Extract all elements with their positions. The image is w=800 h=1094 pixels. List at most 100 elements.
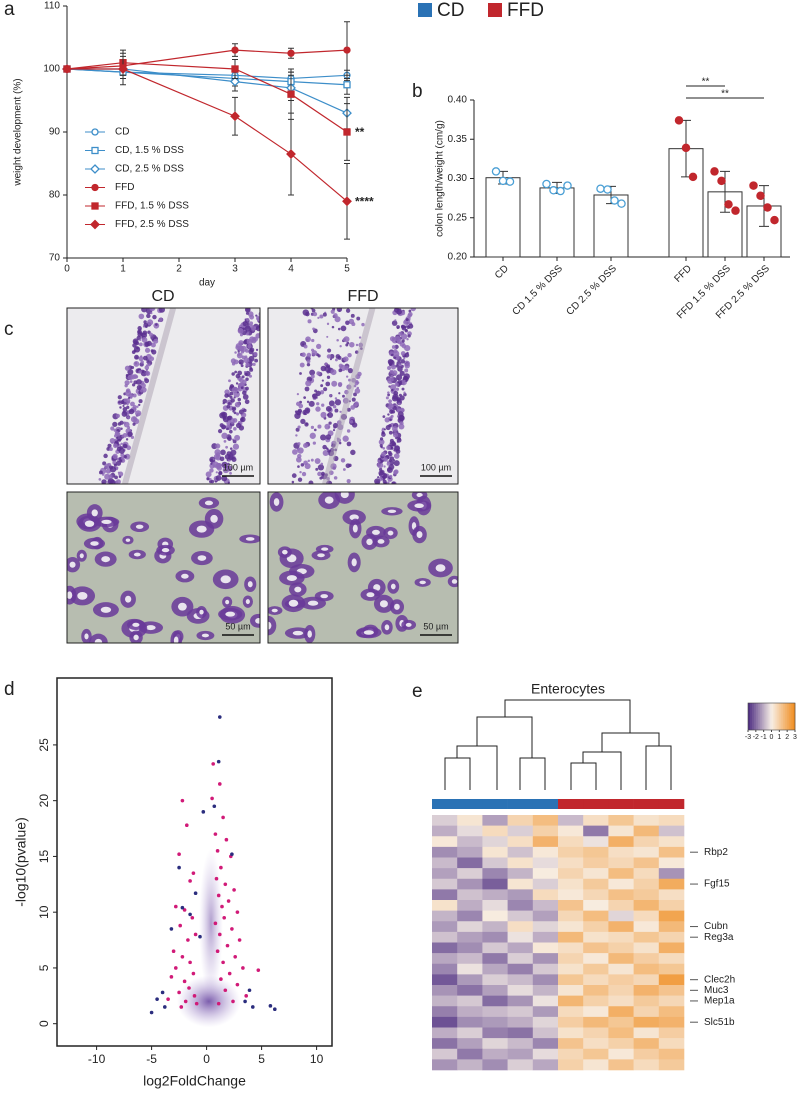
- data-point: [218, 782, 222, 786]
- micrograph-frame: [267, 307, 459, 485]
- colorbar-tick-label: -2: [753, 734, 759, 741]
- tissue-cell: [332, 428, 336, 432]
- heatmap-cell: [482, 974, 508, 986]
- y-tick-label: 0.25: [448, 212, 468, 223]
- tissue-cell: [124, 380, 130, 386]
- heatmap-cell: [658, 857, 685, 869]
- heatmap-cell: [633, 953, 660, 965]
- tissue-cell: [229, 395, 233, 399]
- tissue-cell: [145, 371, 151, 376]
- tissue-cell: [337, 327, 341, 331]
- tissue-cell: [132, 422, 136, 426]
- heatmap-cell: [633, 836, 660, 848]
- row-label: Muc3: [704, 985, 729, 996]
- heatmap-cell: [608, 985, 634, 996]
- heatmap-cell: [457, 1027, 483, 1039]
- tissue-cell: [320, 411, 327, 418]
- tissue-cell: [231, 386, 239, 394]
- y-tick-label: 100: [43, 64, 60, 75]
- tissue-cell: [144, 365, 150, 370]
- heatmap-cell: [432, 815, 458, 826]
- heatmap-cell: [532, 1048, 559, 1060]
- heatmap-cell: [608, 868, 634, 880]
- tissue-cell: [351, 397, 356, 402]
- x-tick-label: 1: [120, 264, 126, 275]
- heatmap-cell: [507, 846, 534, 858]
- tissue-cell: [249, 347, 255, 353]
- heatmap-cell: [558, 1027, 584, 1039]
- tissue-cell: [140, 389, 144, 393]
- tissue-cell: [251, 337, 255, 341]
- tissue-cell: [403, 391, 406, 394]
- tissue-cell: [407, 334, 411, 338]
- tissue-cell: [388, 385, 391, 388]
- tissue-cell: [381, 431, 385, 435]
- colorbar-step: [793, 703, 796, 730]
- heatmap-cell: [482, 1059, 508, 1071]
- marker: [62, 64, 72, 74]
- tissue-cell: [354, 388, 361, 394]
- data-point: [221, 960, 225, 965]
- data-point: [549, 186, 558, 195]
- goblet-lumen: [384, 624, 390, 631]
- tissue-cell: [127, 416, 130, 419]
- tissue-cell: [125, 438, 129, 441]
- row-label: Mep1a: [704, 996, 735, 1007]
- tissue-cell: [122, 404, 125, 408]
- density-cloud: [199, 848, 223, 999]
- data-point: [216, 1001, 221, 1006]
- tissue-cell: [122, 433, 128, 438]
- data-point: [498, 176, 508, 186]
- heatmap-cell: [457, 963, 483, 975]
- heatmap-cell: [658, 974, 685, 986]
- heatmap-cell: [608, 1016, 634, 1028]
- data-point: [187, 986, 191, 990]
- tissue-cell: [224, 453, 231, 460]
- tissue-cell: [229, 471, 232, 475]
- tissue-cell: [104, 473, 111, 480]
- heatmap-cell: [507, 836, 534, 848]
- tissue-cell: [317, 471, 322, 477]
- goblet-lumen: [366, 592, 375, 598]
- tissue-cell: [398, 393, 402, 397]
- tissue-cell: [222, 401, 225, 405]
- heatmap-cell: [532, 1006, 559, 1018]
- y-tick-label: 70: [49, 253, 61, 264]
- y-tick-label: 0.40: [448, 95, 468, 106]
- data-point: [216, 893, 221, 898]
- heatmap-cell: [482, 953, 508, 965]
- dendrogram: [444, 699, 672, 790]
- tissue-cell: [240, 386, 244, 390]
- x-tick-label: CD: [493, 263, 511, 281]
- tissue-cell: [319, 476, 323, 480]
- goblet-lumen: [282, 549, 288, 555]
- tissue-cell: [374, 478, 381, 484]
- heatmap-cell: [558, 815, 584, 826]
- row-label: Clec2h: [704, 974, 735, 985]
- tissue-cell: [350, 449, 356, 456]
- tissue-cell: [245, 311, 249, 315]
- tissue-cell: [338, 309, 341, 312]
- bar: [485, 177, 521, 258]
- heatmap-cell: [633, 815, 660, 826]
- tissue-cell: [142, 325, 146, 328]
- tissue-cell: [140, 355, 143, 358]
- group-bar: [432, 799, 458, 809]
- micrograph-frame: [66, 307, 261, 485]
- tissue-cell: [232, 443, 240, 450]
- heatmap-cell: [482, 942, 508, 954]
- tissue-cell: [349, 419, 354, 424]
- tissue-cell: [393, 453, 400, 459]
- tissue-cell: [330, 369, 337, 376]
- tissue-cell: [311, 308, 316, 313]
- heatmap-cell: [507, 974, 534, 986]
- heatmap-cell: [432, 1016, 458, 1028]
- tissue-cell: [346, 375, 349, 378]
- tissue-cell: [299, 362, 305, 368]
- tissue-cell: [342, 435, 349, 442]
- marker: [342, 196, 352, 207]
- heatmap-cell: [608, 900, 634, 911]
- heatmap-cell: [608, 1006, 634, 1018]
- data-point: [216, 759, 221, 764]
- data-point: [610, 196, 619, 205]
